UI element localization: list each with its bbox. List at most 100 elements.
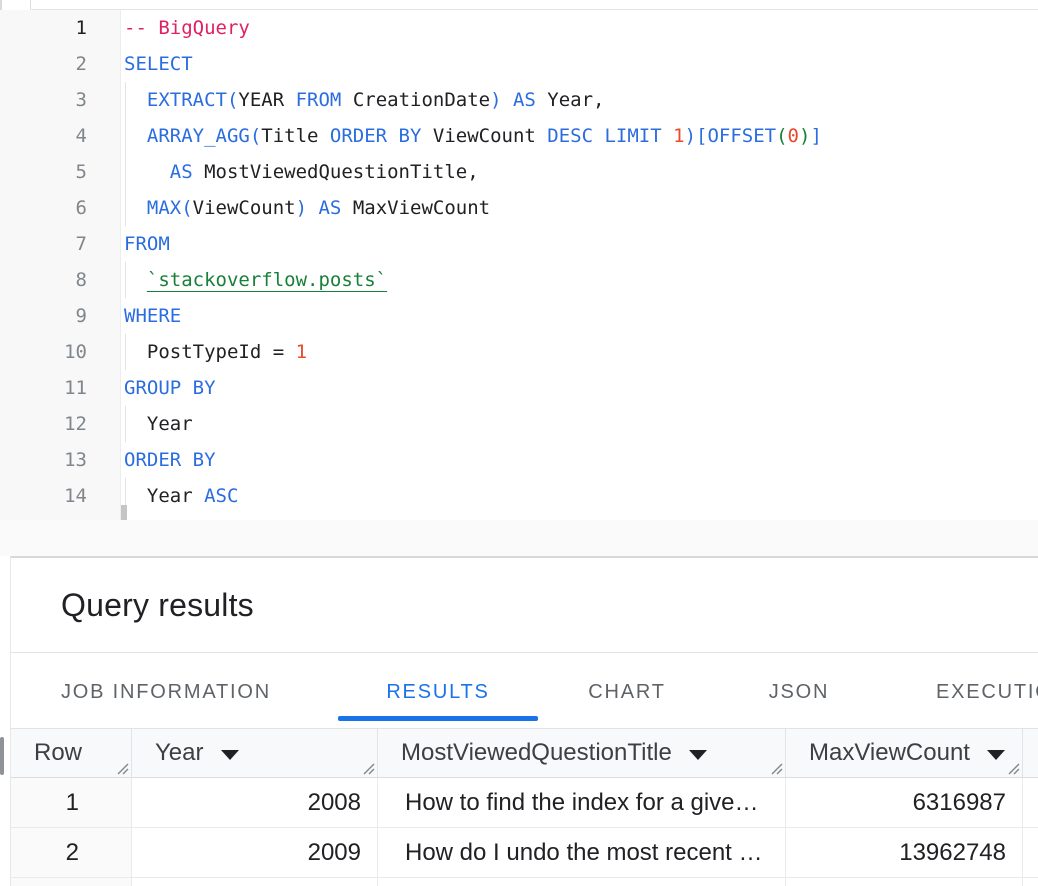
code-line[interactable]: EXTRACT(YEAR FROM CreationDate) AS Year, bbox=[122, 82, 1038, 118]
code-token: FROM bbox=[296, 89, 342, 111]
code-token bbox=[124, 125, 147, 147]
code-token: )[OFFSET bbox=[685, 125, 777, 147]
column-header-extra bbox=[1023, 729, 1038, 778]
editor-scrollbar-thumb[interactable] bbox=[121, 505, 127, 520]
code-token: -- BigQuery bbox=[124, 17, 250, 39]
sort-dropdown-icon[interactable] bbox=[221, 750, 239, 760]
table-cell: 13962748 bbox=[786, 828, 1023, 878]
column-header-label: MaxViewCount bbox=[809, 739, 970, 767]
table-cell bbox=[132, 878, 378, 886]
tab-job-information[interactable]: JOB INFORMATION bbox=[61, 681, 271, 704]
code-line[interactable]: Year ASC bbox=[122, 478, 1038, 514]
code-token: Year bbox=[124, 485, 204, 507]
code-token: 1 bbox=[673, 125, 684, 147]
column-header-label: Row bbox=[34, 739, 82, 767]
code-token: 0 bbox=[788, 125, 799, 147]
bigquery-console: { "colors": { "accent": "#1a73e8", "synt… bbox=[0, 0, 1038, 886]
line-number: 13 bbox=[0, 442, 120, 478]
table-cell: 2009 bbox=[132, 828, 378, 878]
code-token: AS bbox=[170, 161, 193, 183]
code-line[interactable]: `stackoverflow.posts` bbox=[122, 262, 1038, 298]
column-resize-grip[interactable] bbox=[361, 761, 375, 775]
code-token: WHERE bbox=[124, 305, 181, 327]
column-header-year[interactable]: Year bbox=[132, 729, 378, 778]
table-reference-link[interactable]: `stackoverflow.posts` bbox=[147, 269, 387, 291]
code-token bbox=[124, 197, 147, 219]
table-cell-extra bbox=[1023, 778, 1038, 828]
code-token: Title bbox=[261, 125, 330, 147]
code-token: Year bbox=[124, 413, 193, 435]
code-token: SELECT bbox=[124, 53, 193, 75]
code-token bbox=[124, 161, 170, 183]
code-token: GROUP BY bbox=[124, 377, 216, 399]
line-number: 1 bbox=[0, 10, 120, 46]
sql-editor[interactable]: 1234567891011121314 -- BigQuerySELECT EX… bbox=[0, 10, 1038, 520]
line-number: 4 bbox=[0, 118, 120, 154]
editor-results-gap bbox=[0, 520, 1038, 556]
column-resize-grip[interactable] bbox=[769, 761, 783, 775]
code-line[interactable]: SELECT bbox=[122, 46, 1038, 82]
line-number-gutter: 1234567891011121314 bbox=[0, 10, 121, 520]
column-header-mostviewedquestiontitle[interactable]: MostViewedQuestionTitle bbox=[378, 729, 786, 778]
line-number: 5 bbox=[0, 154, 120, 190]
column-header-maxviewcount[interactable]: MaxViewCount bbox=[786, 729, 1023, 778]
code-token bbox=[124, 269, 147, 291]
table-cell-extra bbox=[1023, 828, 1038, 878]
code-token: MaxViewCount bbox=[341, 197, 490, 219]
table-header-row: Row Year MostViewedQuestionTitle MaxViewCou… bbox=[11, 729, 1038, 778]
line-number: 3 bbox=[0, 82, 120, 118]
table-cell: How to find the index for a give… bbox=[378, 778, 786, 828]
query-results-panel: Query results JOB INFORMATION RESULTS CHAR… bbox=[10, 556, 1038, 886]
code-line[interactable]: Year bbox=[122, 406, 1038, 442]
code-line[interactable]: -- BigQuery bbox=[122, 10, 1038, 46]
column-header-row[interactable]: Row bbox=[11, 729, 132, 778]
code-token: ) AS bbox=[296, 197, 342, 219]
code-token: ( bbox=[776, 125, 787, 147]
code-line[interactable]: WHERE bbox=[122, 298, 1038, 334]
table-cell bbox=[786, 878, 1023, 886]
tab-chart[interactable]: CHART bbox=[588, 681, 666, 704]
code-token: ARRAY_AGG( bbox=[147, 125, 261, 147]
tab-execution-details[interactable]: EXECUTION DETAILS bbox=[936, 681, 1038, 704]
table-row: 12008How to find the index for a give…63… bbox=[11, 778, 1038, 828]
line-number: 8 bbox=[0, 262, 120, 298]
code-line[interactable]: AS MostViewedQuestionTitle, bbox=[122, 154, 1038, 190]
sort-dropdown-icon[interactable] bbox=[689, 750, 707, 760]
line-number: 9 bbox=[0, 298, 120, 334]
code-line[interactable]: ARRAY_AGG(Title ORDER BY ViewCount DESC … bbox=[122, 118, 1038, 154]
line-number: 6 bbox=[0, 190, 120, 226]
column-header-label: Year bbox=[155, 739, 204, 767]
line-number: 7 bbox=[0, 226, 120, 262]
code-line[interactable]: ORDER BY bbox=[122, 442, 1038, 478]
code-line[interactable]: GROUP BY bbox=[122, 370, 1038, 406]
sort-dropdown-icon[interactable] bbox=[987, 750, 1005, 760]
results-table: Row Year MostViewedQuestionTitle MaxViewCou… bbox=[11, 729, 1038, 886]
active-tab-underline bbox=[338, 716, 538, 721]
line-number: 2 bbox=[0, 46, 120, 82]
line-number: 12 bbox=[0, 406, 120, 442]
table-row bbox=[11, 878, 1038, 886]
code-token: DESC LIMIT bbox=[547, 125, 673, 147]
table-cell: 2008 bbox=[132, 778, 378, 828]
column-resize-grip[interactable] bbox=[115, 761, 129, 775]
code-line[interactable]: FROM bbox=[122, 226, 1038, 262]
code-token bbox=[124, 89, 147, 111]
code-token: ORDER BY bbox=[330, 125, 422, 147]
tab-results[interactable]: RESULTS bbox=[386, 681, 489, 704]
tab-json[interactable]: JSON bbox=[769, 681, 830, 704]
row-number-cell: 1 bbox=[11, 778, 132, 828]
toolbar-bottom-strip bbox=[0, 0, 1038, 10]
code-token: CreationDate bbox=[341, 89, 490, 111]
code-token: ] bbox=[810, 125, 821, 147]
code-line[interactable]: MAX(ViewCount) AS MaxViewCount bbox=[122, 190, 1038, 226]
code-token: ORDER BY bbox=[124, 449, 216, 471]
code-token: MostViewedQuestionTitle, bbox=[193, 161, 479, 183]
query-results-header: Query results bbox=[11, 558, 1038, 653]
code-area[interactable]: -- BigQuery SELECT EXTRACT(YEAR FROM Crea… bbox=[122, 10, 1038, 514]
left-scrollbar-thumb[interactable] bbox=[0, 737, 4, 775]
table-cell: 6316987 bbox=[786, 778, 1023, 828]
code-line[interactable]: PostTypeId = 1 bbox=[122, 334, 1038, 370]
code-token: ) bbox=[799, 125, 810, 147]
code-token: MAX( bbox=[147, 197, 193, 219]
column-resize-grip[interactable] bbox=[1006, 761, 1020, 775]
